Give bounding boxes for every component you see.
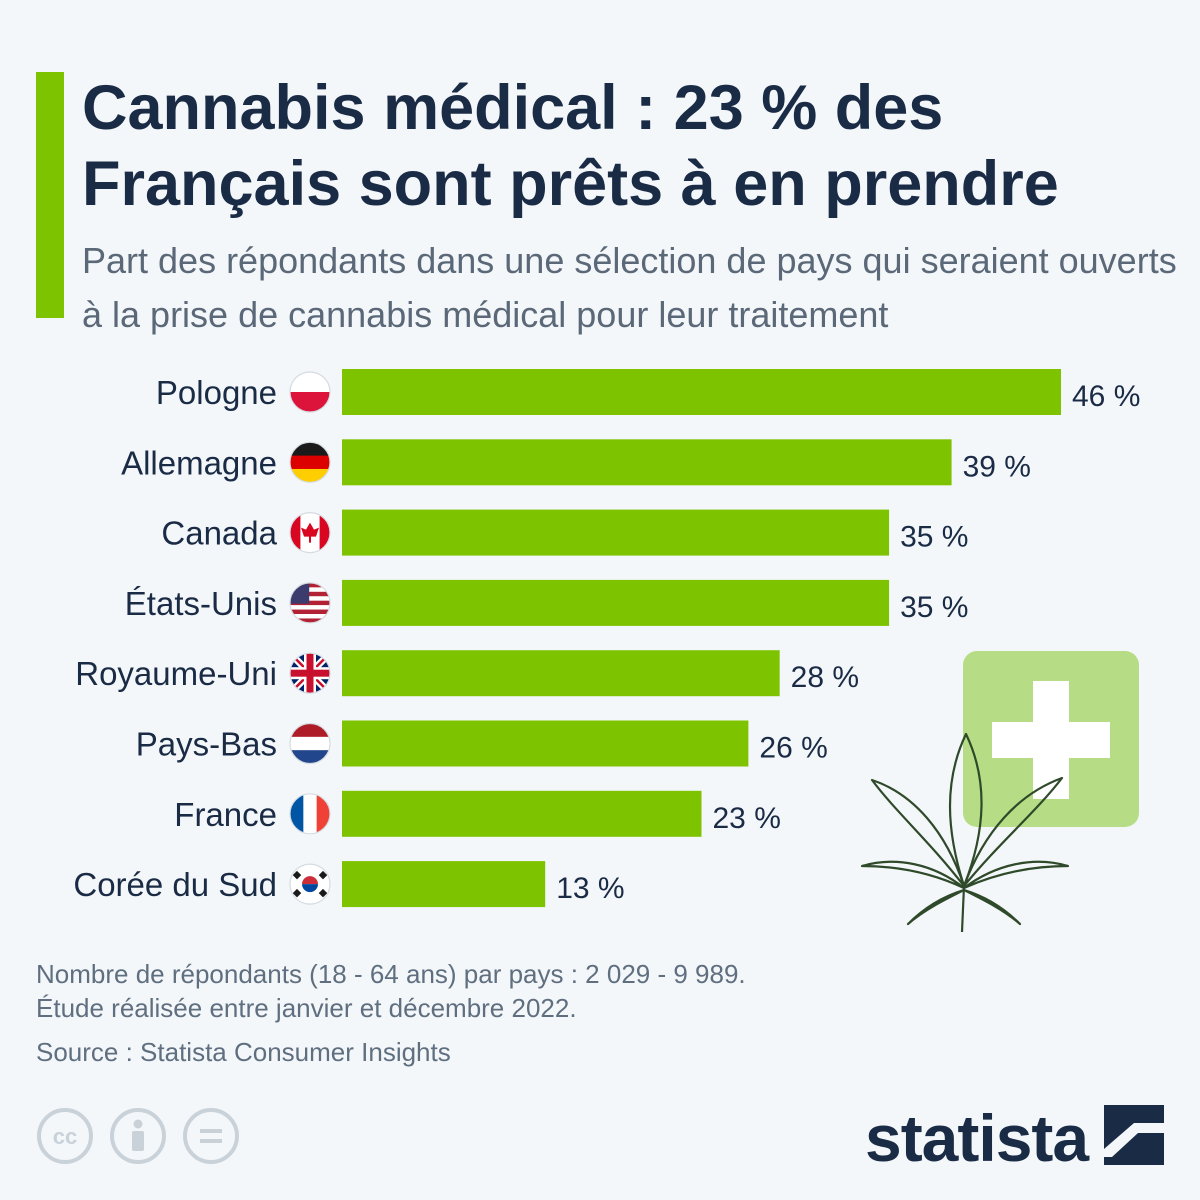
bar-usa — [342, 579, 890, 626]
chart-title: Cannabis médical : 23 % des Français son… — [82, 73, 1059, 219]
flag-germany-icon — [289, 441, 331, 483]
title-accent-bar — [36, 72, 64, 318]
value-label: 28 % — [791, 661, 859, 694]
flag-uk-icon — [289, 652, 331, 694]
statista-logo-icon[interactable] — [1104, 1105, 1164, 1165]
flag-france-icon — [289, 793, 331, 835]
svg-text:cc: cc — [53, 1124, 77, 1149]
bar-canada — [342, 509, 890, 556]
flag-south-korea-icon — [289, 863, 331, 905]
flag-canada-icon — [289, 511, 331, 554]
category-label: France — [174, 796, 277, 833]
category-label: États-Unis — [125, 585, 277, 622]
creative-commons-icon[interactable]: cc — [36, 1107, 94, 1165]
bar-uk — [342, 650, 780, 697]
flag-poland-icon — [289, 371, 331, 413]
value-label: 35 % — [900, 591, 968, 624]
medical-cross-icon — [963, 651, 1139, 827]
flag-netherlands-icon — [289, 722, 331, 765]
bar-france — [342, 790, 702, 837]
category-label: Allemagne — [121, 444, 277, 481]
category-label: Canada — [161, 515, 277, 552]
value-label: 39 % — [963, 450, 1031, 483]
cannabis-leaf-icon — [860, 732, 1070, 933]
flag-usa-icon — [289, 582, 331, 624]
value-label: 23 % — [713, 802, 781, 835]
value-label: 26 % — [759, 732, 827, 765]
category-label: Pays-Bas — [136, 726, 277, 763]
category-label: Corée du Sud — [73, 866, 277, 903]
bar-poland — [342, 369, 1061, 415]
statista-wordmark[interactable]: statista — [865, 1101, 1089, 1175]
value-label: 13 % — [556, 872, 624, 905]
category-label: Royaume-Uni — [75, 655, 277, 692]
value-label: 35 % — [900, 521, 968, 554]
source-note: Source : Statista Consumer Insights — [36, 1037, 451, 1067]
study-period-note: Étude réalisée entre janvier et décembre… — [36, 993, 577, 1023]
no-derivatives-icon[interactable] — [182, 1107, 240, 1165]
respondents-note: Nombre de répondants (18 - 64 ans) par p… — [36, 959, 746, 989]
bar-south-korea — [342, 861, 546, 908]
bar-netherlands — [342, 720, 749, 767]
chart-subtitle: Part des répondants dans une sélection d… — [82, 240, 1177, 335]
bar-germany — [342, 439, 952, 486]
attribution-icon[interactable] — [109, 1107, 167, 1165]
value-label: 46 % — [1072, 380, 1140, 413]
category-label: Pologne — [156, 374, 277, 411]
